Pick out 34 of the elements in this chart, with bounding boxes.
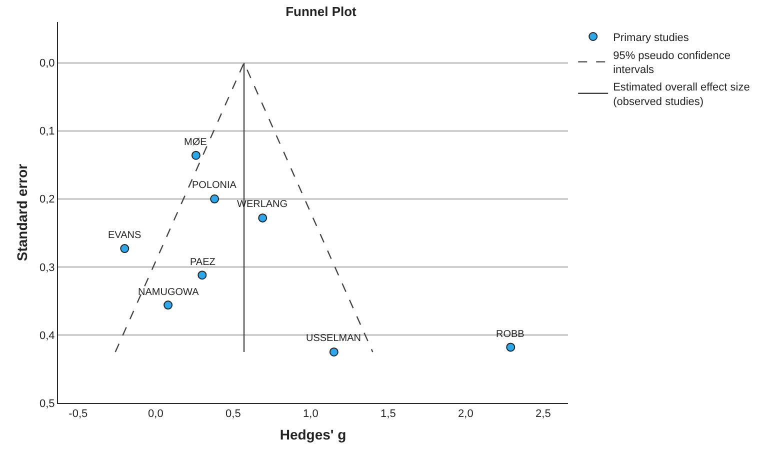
- legend-label: Estimated overall effect size (observed studies): [613, 82, 750, 108]
- x-axis-title: Hedges' g: [280, 426, 346, 442]
- annotation: MØE: [184, 137, 208, 148]
- y-tick-label: 0,1: [40, 126, 55, 138]
- x-tick-label: -0,5: [68, 408, 88, 420]
- y-tick-label: 0,5: [40, 398, 55, 410]
- point: [191, 150, 200, 160]
- x-tick-label: 0,5: [226, 408, 241, 420]
- annotation: EVANS: [108, 230, 142, 241]
- chart-title: Funnel Plot: [286, 4, 358, 19]
- y-axis-title: Standard error: [14, 163, 30, 262]
- x-tick-label: 2,0: [458, 408, 474, 420]
- annotation: ROBB: [496, 329, 525, 340]
- legend-label: 95% pseudo confidence intervals: [613, 50, 731, 76]
- x-tick-label: 1,0: [303, 408, 318, 420]
- annotation: USSELMAN: [306, 333, 362, 344]
- point: [329, 347, 338, 356]
- annotation: NAMUGOWA: [138, 287, 200, 298]
- point: [120, 244, 130, 254]
- y-tick-label: 0,0: [40, 58, 55, 70]
- point: [164, 300, 173, 310]
- point: [258, 213, 268, 222]
- x-tick-label: 1,5: [380, 408, 396, 420]
- point: [506, 342, 516, 352]
- y-tick-label: 0,3: [40, 262, 55, 274]
- point: [198, 270, 207, 280]
- legend-label: Primary studies: [613, 32, 690, 44]
- x-tick-label: 0,0: [148, 408, 164, 420]
- y-tick-label: 0,4: [40, 330, 55, 342]
- x-tick-label: 2,5: [536, 408, 551, 420]
- annotation: POLONIA: [192, 180, 237, 191]
- point: [210, 194, 220, 204]
- y-tick-label: 0,2: [40, 194, 55, 206]
- annotation: PAEZ: [190, 257, 216, 268]
